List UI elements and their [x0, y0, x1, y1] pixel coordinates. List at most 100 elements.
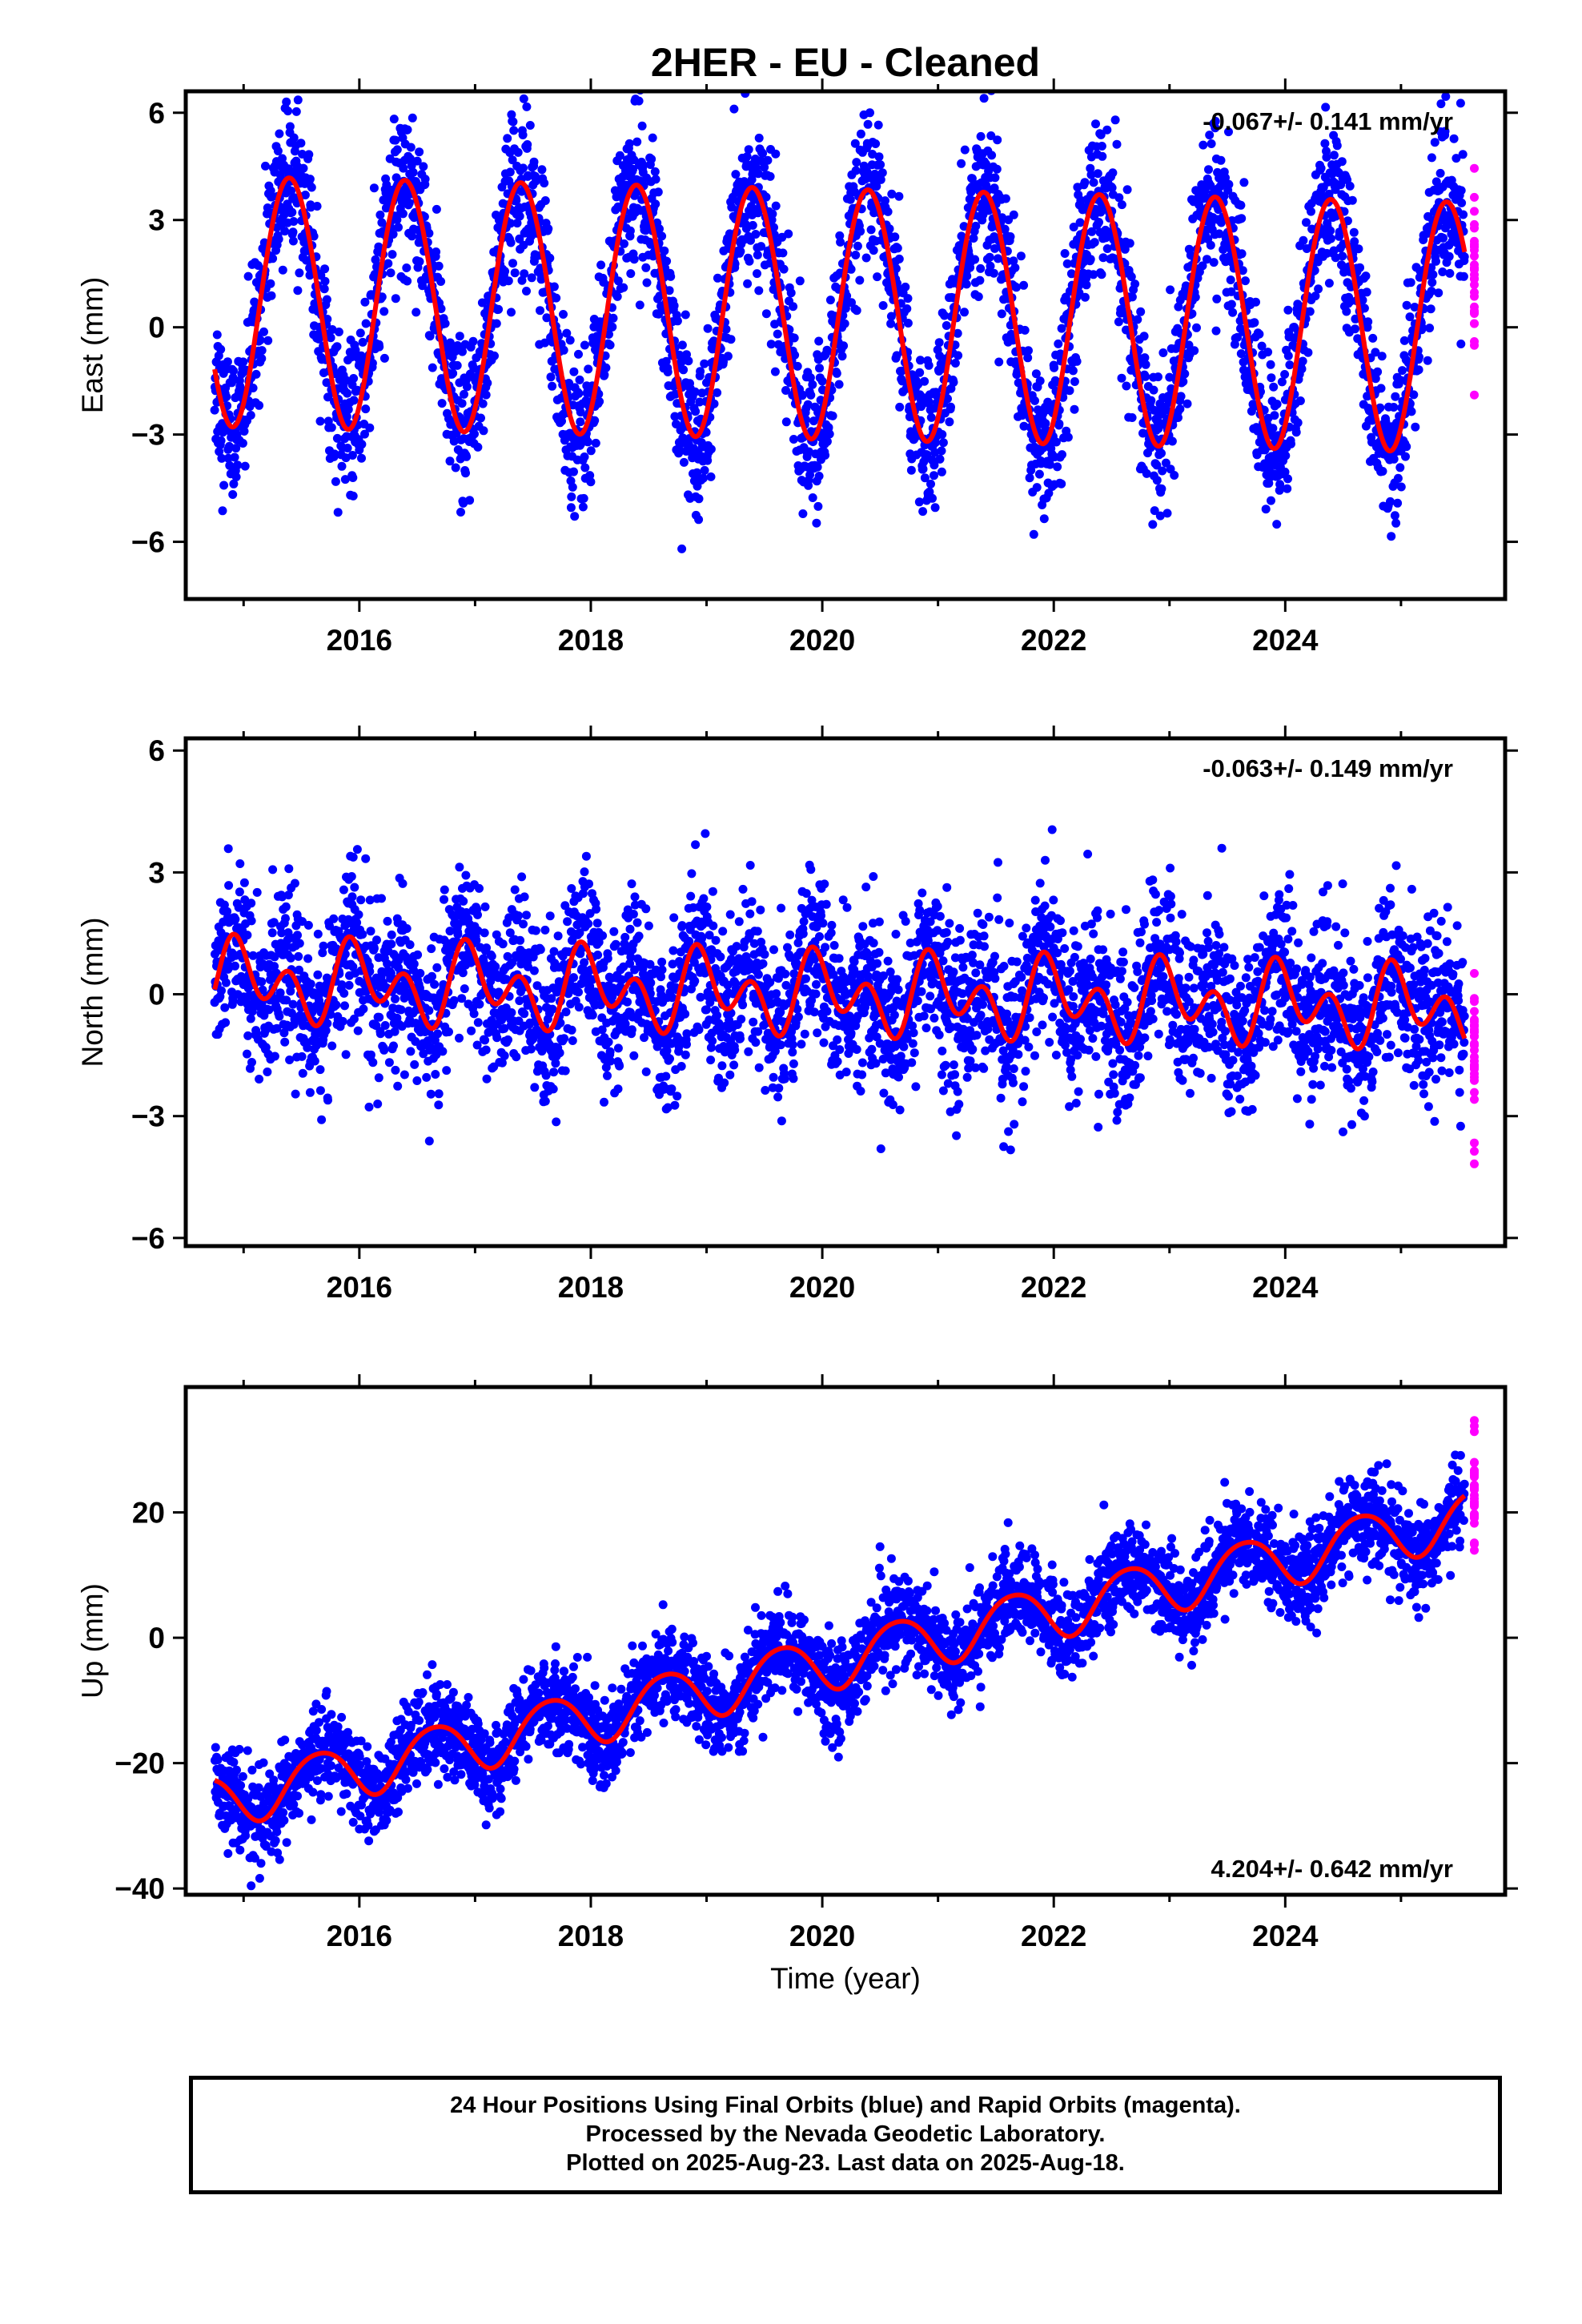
final-orbit-point	[462, 452, 472, 461]
final-orbit-point	[338, 1016, 347, 1026]
final-orbit-point	[233, 460, 243, 470]
final-orbit-point	[1269, 382, 1279, 392]
final-orbit-point	[583, 437, 592, 447]
final-orbit-point	[466, 958, 476, 967]
final-orbit-point	[481, 1045, 491, 1055]
final-orbit-point	[375, 1012, 384, 1022]
final-orbit-point	[449, 995, 459, 1005]
final-orbit-point	[701, 428, 711, 437]
final-orbit-point	[1293, 418, 1303, 428]
final-orbit-point	[1149, 385, 1158, 395]
x-tick-label: 2016	[327, 624, 392, 657]
final-orbit-point	[574, 388, 584, 398]
final-orbit-point	[234, 903, 243, 912]
final-orbit-point	[979, 94, 989, 103]
final-orbit-point	[954, 351, 963, 360]
final-orbit-point	[789, 435, 798, 444]
final-orbit-point	[1329, 151, 1339, 160]
final-orbit-point	[821, 451, 830, 460]
final-orbit-point	[1297, 364, 1307, 374]
final-orbit-point	[959, 222, 969, 231]
final-orbit-point	[805, 373, 815, 383]
final-orbit-point	[1409, 390, 1419, 400]
final-orbit-point	[1431, 256, 1440, 266]
final-orbit-point	[1175, 404, 1185, 414]
final-orbit-point	[1161, 458, 1170, 468]
final-orbit-point	[402, 263, 412, 272]
final-orbit-point	[1239, 178, 1249, 187]
final-orbit-point	[355, 328, 365, 338]
final-orbit-point	[873, 120, 883, 130]
final-orbit-point	[279, 1028, 289, 1038]
final-orbit-point	[379, 353, 389, 363]
final-orbit-point	[876, 160, 885, 170]
final-orbit-point	[679, 457, 689, 467]
final-orbit-point	[713, 273, 722, 283]
final-orbit-point	[580, 452, 589, 461]
final-orbit-point	[591, 438, 600, 448]
final-orbit-point	[332, 433, 342, 443]
final-orbit-point	[1287, 439, 1295, 448]
final-orbit-point	[315, 416, 325, 426]
final-orbit-point	[405, 940, 415, 950]
final-orbit-point	[1107, 183, 1117, 192]
final-orbit-point	[360, 297, 370, 307]
final-orbit-point	[348, 491, 358, 501]
final-orbit-point	[1305, 307, 1315, 316]
final-orbit-point	[473, 442, 483, 452]
final-orbit-point	[665, 286, 674, 296]
final-orbit-point	[459, 896, 468, 906]
final-orbit-point	[918, 507, 928, 517]
final-orbit-point	[520, 269, 529, 279]
final-orbit-point	[568, 1036, 577, 1045]
final-orbit-point	[269, 918, 279, 927]
data-points	[210, 825, 1479, 1168]
final-orbit-point	[547, 994, 556, 1003]
final-orbit-point	[1087, 227, 1097, 236]
final-orbit-point	[976, 131, 986, 141]
final-orbit-point	[323, 1096, 332, 1105]
final-orbit-point	[670, 412, 680, 421]
final-orbit-point	[428, 971, 436, 981]
final-orbit-point	[1263, 348, 1273, 357]
final-orbit-point	[457, 994, 467, 1003]
final-orbit-point	[235, 859, 245, 868]
final-orbit-point	[960, 145, 970, 155]
final-orbit-point	[548, 1084, 558, 1094]
final-orbit-point	[1125, 239, 1134, 248]
final-orbit-point	[295, 965, 303, 975]
final-orbit-point	[318, 948, 327, 958]
final-orbit-point	[536, 306, 544, 316]
final-orbit-point	[298, 917, 307, 927]
final-orbit-point	[365, 423, 375, 432]
final-orbit-point	[1457, 198, 1467, 207]
final-orbit-point	[494, 304, 504, 314]
final-orbit-point	[361, 854, 371, 863]
final-orbit-point	[916, 356, 925, 365]
final-orbit-point	[1241, 276, 1250, 286]
final-orbit-point	[840, 319, 849, 328]
final-orbit-point	[1326, 234, 1335, 243]
final-orbit-point	[327, 1041, 337, 1051]
final-orbit-point	[369, 943, 379, 953]
final-orbit-point	[367, 359, 377, 368]
final-orbit-point	[525, 121, 535, 130]
final-orbit-point	[456, 508, 465, 517]
final-orbit-point	[855, 275, 865, 285]
final-orbit-point	[283, 928, 293, 938]
final-orbit-point	[1102, 244, 1112, 253]
final-orbit-point	[1090, 238, 1099, 247]
final-orbit-point	[221, 1018, 231, 1027]
final-orbit-point	[1270, 411, 1279, 420]
final-orbit-point	[825, 429, 834, 439]
final-orbit-point	[246, 1014, 255, 1023]
final-orbit-point	[1445, 268, 1455, 278]
final-orbit-point	[894, 254, 904, 263]
final-orbit-point	[513, 147, 523, 157]
final-orbit-point	[341, 453, 351, 463]
final-orbit-point	[1283, 351, 1293, 360]
final-orbit-point	[1157, 448, 1166, 458]
final-orbit-point	[537, 165, 547, 175]
final-orbit-point	[434, 261, 444, 271]
final-orbit-point	[284, 864, 294, 874]
